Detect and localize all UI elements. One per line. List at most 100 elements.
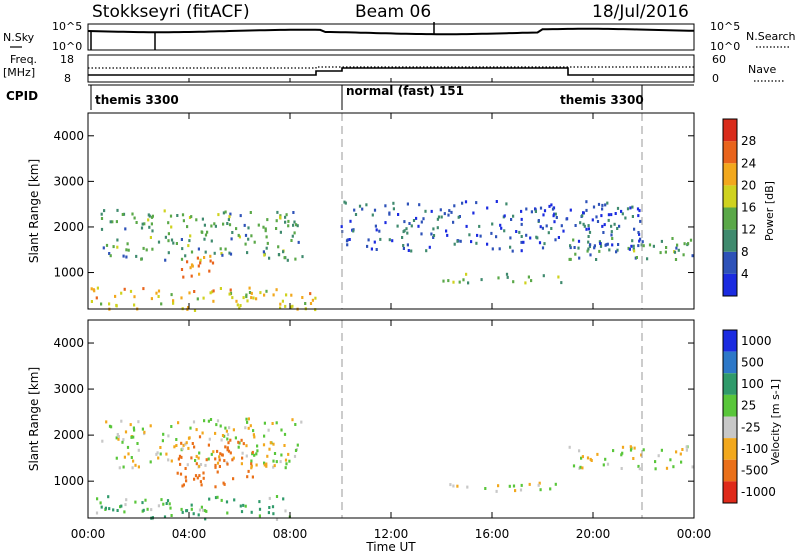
vel-data-cell-1-31 [180,441,183,445]
power-data-cell-3-16 [506,275,509,279]
vel-data-cell-1-47 [226,448,229,452]
power-data-cell-4-31 [593,244,596,248]
nave-label: Nave [748,63,776,76]
power-data-cell-1-10 [209,259,212,263]
power-data-cell-5-65 [511,249,514,253]
power-data-cell-0-73 [127,248,130,252]
vel-data-cell-2-42 [190,503,193,507]
power-cbar-seg-2 [723,229,737,252]
power-data-cell-0-157 [268,256,271,260]
power-data-cell-3-12 [560,281,563,285]
power-data-cell-0-120 [263,253,266,257]
power-data-cell-0-4 [265,246,268,250]
vel-data-cell-0-104 [131,466,134,470]
power-data-cell-2-20 [133,303,136,307]
power-data-cell-5-41 [541,246,545,250]
power-data-cell-5-199 [499,223,502,227]
power-data-cell-4-37 [633,249,636,253]
power-data-cell-4-43 [589,253,592,257]
vel-data-cell-0-84 [241,451,244,455]
vel-data-cell-3-15 [549,487,552,491]
date-label: 18/Jul/2016 [592,2,689,22]
vel-data-cell-4-28 [637,464,640,468]
vel-data-cell-1-0 [200,483,203,487]
power-data-cell-0-69 [222,222,225,226]
power-data-cell-0-8 [287,224,290,228]
power-data-cell-0-110 [264,229,267,233]
power-data-cell-4-29 [674,258,678,261]
vel-data-cell-0-29 [189,426,192,430]
vel-data-cell-0-158 [208,437,211,441]
velocity-panel-bg [88,320,694,518]
power-data-cell-5-22 [630,244,633,248]
power-data-cell-5-214 [436,226,439,230]
power-data-cell-5-180 [486,242,489,246]
power-data-cell-0-125 [292,211,295,214]
velocity-ytick-label-3: 4000 [53,336,84,350]
power-data-cell-0-123 [284,215,287,219]
power-data-cell-2-68 [142,287,145,291]
vel-data-cell-2-33 [220,498,223,502]
velocity-cbar-seg-4 [723,416,737,439]
power-data-cell-5-194 [436,217,439,221]
power-data-cell-0-87 [262,225,265,229]
power-data-cell-5-26 [353,208,356,212]
power-data-cell-5-25 [464,200,468,204]
vel-data-cell-0-89 [203,419,206,423]
vel-data-cell-2-39 [192,512,195,516]
vel-data-cell-2-70 [275,495,279,498]
power-data-cell-1-13 [190,274,193,278]
vel-data-cell-0-65 [246,420,249,424]
power-data-cell-5-44 [402,247,405,250]
vel-data-cell-0-52 [283,444,286,447]
power-data-cell-5-82 [548,204,551,208]
vel-data-cell-0-120 [161,439,164,443]
vel-data-cell-0-5 [122,438,125,442]
power-data-cell-2-47 [311,298,314,302]
power-data-cell-0-137 [247,226,250,230]
power-data-cell-5-169 [614,212,617,215]
power-data-cell-4-42 [673,250,677,254]
power-data-cell-0-118 [283,256,286,260]
vel-data-cell-4-34 [657,454,660,458]
power-data-cell-0-91 [279,216,282,220]
vel-data-cell-1-44 [193,445,196,449]
power-data-cell-5-211 [456,239,459,243]
power-data-cell-0-52 [279,230,282,234]
power-data-cell-0-35 [100,227,104,231]
power-data-cell-5-106 [406,243,409,247]
vel-data-cell-2-3 [125,498,128,502]
vel-data-cell-2-18 [272,512,275,516]
vel-data-cell-1-53 [223,482,226,486]
power-data-cell-2-56 [290,293,293,297]
power-data-cell-2-22 [265,289,268,293]
power-data-cell-0-47 [239,214,242,218]
vel-data-cell-0-122 [149,424,152,428]
vel-data-cell-0-35 [266,454,269,458]
power-data-cell-0-67 [285,213,288,217]
velocity-ylabel: Slant Range [km] [27,367,41,471]
power-data-cell-0-83 [164,258,167,262]
power-data-cell-5-81 [518,230,521,234]
xtick-label-3: 12:00 [374,527,409,541]
power-cbar-frame [722,118,738,297]
power-data-cell-0-1 [143,222,146,226]
power-data-cell-2-71 [188,291,191,295]
power-data-cell-0-78 [131,212,134,216]
vel-data-cell-1-15 [190,456,193,460]
power-data-cell-0-77 [147,218,150,222]
power-data-cell-5-134 [424,209,427,213]
power-data-cell-0-0 [100,212,103,216]
power-data-cell-3-9 [524,281,527,285]
power-data-cell-5-101 [448,209,451,213]
power-data-cell-0-98 [228,223,232,227]
power-data-cell-2-44 [228,292,231,296]
vel-data-cell-1-23 [181,484,184,488]
vel-data-cell-0-64 [255,452,258,456]
power-data-cell-4-8 [569,246,572,250]
power-data-cell-5-72 [607,218,610,222]
vel-data-cell-0-142 [136,442,139,445]
vel-data-cell-0-152 [132,426,135,430]
vel-data-cell-4-4 [596,452,599,456]
power-data-cell-5-52 [602,231,605,234]
